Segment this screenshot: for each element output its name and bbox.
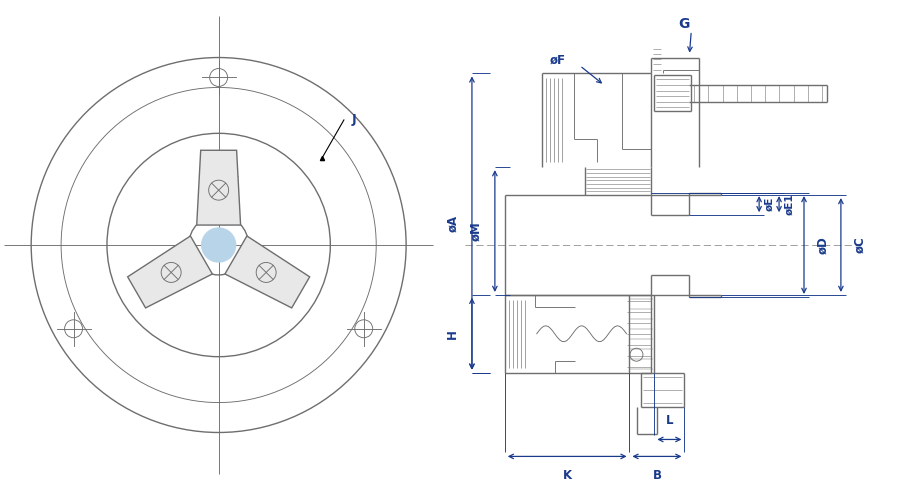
Text: øE1: øE1	[784, 194, 794, 215]
Text: øD: øD	[816, 236, 829, 254]
Text: øF: øF	[550, 54, 566, 67]
Text: G: G	[679, 17, 690, 31]
Text: L: L	[666, 414, 673, 428]
Text: K: K	[562, 469, 572, 482]
Polygon shape	[128, 236, 212, 308]
Polygon shape	[225, 236, 310, 308]
Text: J: J	[351, 113, 356, 126]
Text: øA: øA	[446, 214, 459, 232]
Text: øC: øC	[853, 237, 866, 253]
Polygon shape	[197, 150, 240, 225]
Text: øM: øM	[469, 221, 482, 241]
Text: øE: øE	[764, 197, 774, 211]
Text: H: H	[446, 329, 459, 339]
Circle shape	[202, 228, 236, 262]
Text: B: B	[652, 469, 662, 482]
